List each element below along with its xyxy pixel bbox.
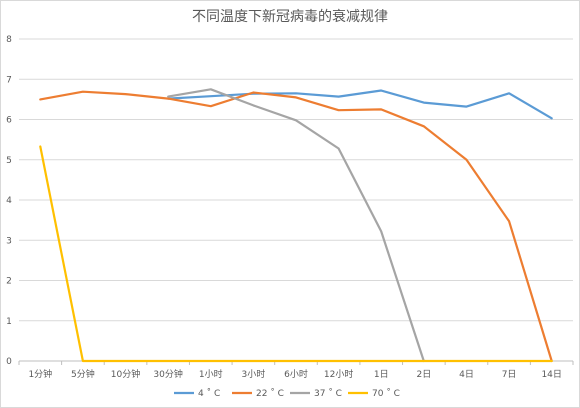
y-tick-label: 0: [6, 357, 12, 367]
y-tick-label: 1: [6, 317, 12, 327]
axis-layer: 0 1 2 3 4 5 6 7 8 1分钟 5分钟 10分钟 30分钟 1小时 3小时 6小时 12小时 1日 2日…: [6, 35, 574, 380]
grid-layer: [19, 38, 573, 362]
y-tick-label: 2: [6, 277, 12, 287]
x-tick-label: 3小时: [242, 368, 266, 380]
series-line-70c: [39, 145, 553, 363]
x-tick-label: 7日: [502, 369, 517, 380]
x-tick-label: 2日: [416, 369, 431, 380]
x-tick-label: 10分钟: [111, 368, 140, 380]
x-tick-label: 1分钟: [28, 368, 52, 380]
chart-title: 不同温度下新冠病毒的衰减规律: [192, 8, 388, 25]
legend-label: 70 ˚ C: [372, 388, 400, 399]
y-tick-label: 7: [6, 75, 12, 85]
x-tick-label: 4日: [459, 369, 474, 380]
x-tick-label: 12小时: [324, 368, 353, 380]
legend-label: 4 ˚ C: [198, 388, 220, 399]
y-tick-label: 3: [6, 236, 12, 246]
x-tick-label: 14日: [541, 369, 561, 380]
series-line-37c: [167, 88, 425, 363]
y-tick-label: 8: [6, 35, 12, 45]
y-tick-label: 5: [6, 156, 12, 166]
x-tick-label: 1小时: [199, 368, 223, 380]
y-tick-label: 4: [6, 196, 12, 206]
series-layer: [39, 88, 553, 363]
x-tick-label: 6小时: [284, 368, 308, 380]
x-tick-label: 30分钟: [153, 368, 182, 380]
legend-label: 22 ˚ C: [256, 388, 284, 399]
legend: 4 ˚ C 22 ˚ C 37 ˚ C 70 ˚ C: [174, 388, 400, 399]
series-line-22c: [39, 90, 553, 363]
legend-label: 37 ˚ C: [314, 388, 342, 399]
series-line-4c: [167, 89, 553, 120]
x-tick-label: 1日: [374, 369, 389, 380]
x-tick-label: 5分钟: [71, 368, 95, 380]
y-tick-label: 6: [6, 116, 12, 126]
